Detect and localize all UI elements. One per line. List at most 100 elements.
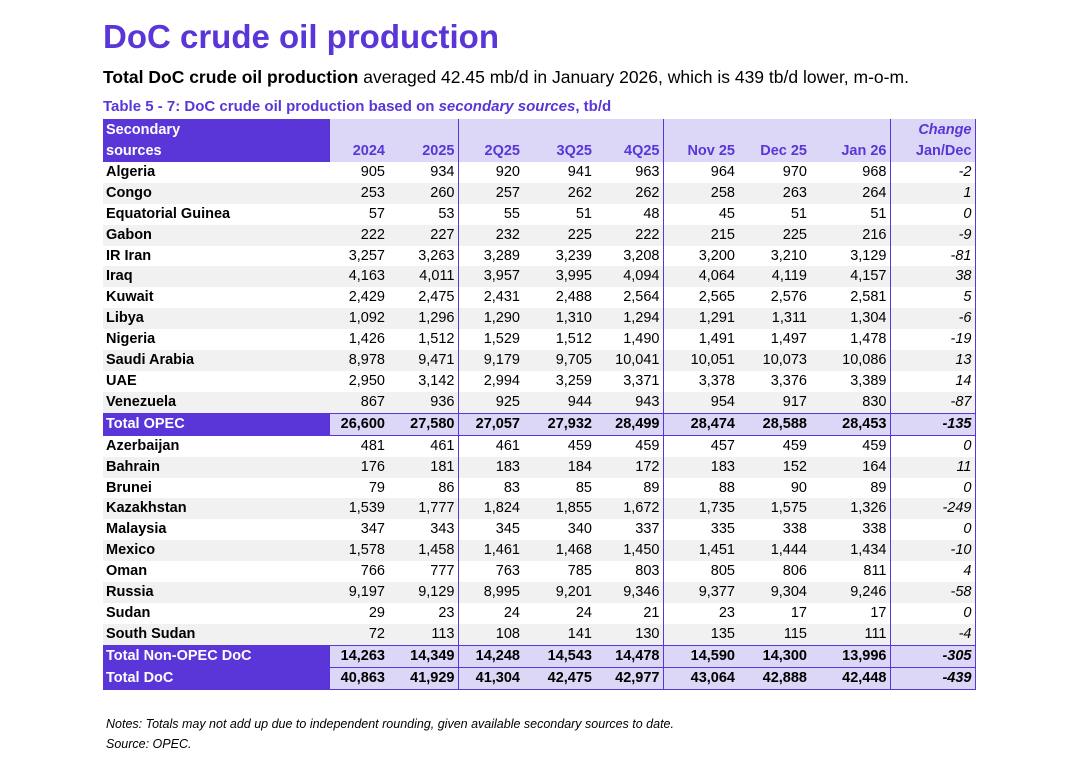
value-cell: 42,475 <box>523 666 595 690</box>
row-name: Algeria <box>106 163 156 180</box>
row-name: Kazakhstan <box>103 498 330 520</box>
value-cell: 258 <box>663 182 738 204</box>
value-cell: 13,996 <box>810 644 891 668</box>
value-cell: 343 <box>388 519 459 541</box>
value-cell: 227 <box>388 224 459 246</box>
value-cell: 1,512 <box>388 329 459 351</box>
value-cell: 184 <box>523 456 595 478</box>
value-cell: 806 <box>782 563 807 580</box>
value-cell: 1,092 <box>330 308 388 330</box>
value-cell: 4,094 <box>595 266 664 288</box>
value-cell: 805 <box>710 563 735 580</box>
value-cell: 172 <box>595 456 664 478</box>
value-cell: 9,179 <box>458 350 523 371</box>
value-cell: 941 <box>567 163 592 180</box>
value-cell: 917 <box>738 391 810 414</box>
table-row: Kazakhstan 1,539 1,777 1,824 1,855 1,672 1,735… <box>103 498 975 520</box>
column-header: 2025 <box>388 141 459 162</box>
column-header: Nov 25 <box>663 141 738 162</box>
value-cell: 763 <box>495 563 520 580</box>
value-cell: 263 <box>738 182 810 204</box>
value-cell: 3,378 <box>698 372 735 389</box>
value-cell: 9,197 <box>330 582 388 603</box>
value-cell: 24 <box>575 604 592 621</box>
value-cell: 1,735 <box>663 498 738 520</box>
table-row: IR Iran 3,257 3,263 3,289 3,239 3,208 3,200 3,2… <box>103 245 975 267</box>
change-cell: -87 <box>890 391 975 414</box>
table-row: Russia 9,197 9,129 8,995 9,201 9,346 9,377 9,30… <box>103 582 975 603</box>
value-cell: 337 <box>595 519 664 541</box>
row-name: South Sudan <box>103 623 330 646</box>
value-cell: 86 <box>388 477 459 499</box>
value-cell: 89 <box>595 477 664 499</box>
value-cell: 9,471 <box>388 350 459 371</box>
value-cell: 8,978 <box>330 350 388 371</box>
value-cell: 964 <box>710 163 735 180</box>
table-caption: Table 5 - 7: DoC crude oil production ba… <box>103 98 611 115</box>
change-cell: -2 <box>958 163 972 180</box>
change-cell: -135 <box>890 412 975 436</box>
value-cell: 4,011 <box>388 266 459 288</box>
table-row: Iraq 4,163 4,011 3,957 3,995 4,094 4,064 4,119 4… <box>103 266 975 288</box>
value-cell: 28,474 <box>663 412 738 436</box>
value-cell: 41,304 <box>458 666 523 690</box>
value-cell: 176 <box>330 456 388 478</box>
value-cell: 41,929 <box>388 666 459 690</box>
value-cell: 42,888 <box>738 666 810 690</box>
header-name-line2: sources <box>103 141 330 162</box>
value-cell: 2,564 <box>595 287 664 309</box>
value-cell: 9,346 <box>595 582 664 603</box>
row-name: Total Non-OPEC DoC <box>103 644 330 668</box>
table-row: Mexico 1,578 1,458 1,461 1,468 1,450 1,451 1,44… <box>103 540 975 562</box>
value-cell: 72 <box>330 623 388 646</box>
value-cell: 1,777 <box>388 498 459 520</box>
value-cell: 26,600 <box>330 412 388 436</box>
value-cell: 1,434 <box>810 540 891 562</box>
production-table: Secondary Change sources 2024 2025 2Q25 3Q2… <box>103 119 976 690</box>
value-cell: 1,294 <box>595 308 664 330</box>
value-cell: 4,119 <box>738 266 810 288</box>
value-cell: 944 <box>523 391 595 414</box>
value-cell: 48 <box>595 203 664 225</box>
header-name-line1: Secondary <box>103 119 330 141</box>
change-cell: -58 <box>890 582 975 603</box>
value-cell: 83 <box>503 479 520 496</box>
value-cell: 14,349 <box>388 644 459 668</box>
column-header: Jan/Dec <box>890 141 975 162</box>
value-cell: 57 <box>368 205 385 222</box>
value-cell: 51 <box>575 205 592 222</box>
total-row: Total Non-OPEC DoC 14,263 14,349 14,248 14,5… <box>103 644 975 668</box>
value-cell: 135 <box>663 623 738 646</box>
value-cell: 3,389 <box>810 370 891 392</box>
value-cell: 3,263 <box>388 245 459 267</box>
value-cell: 2,994 <box>483 372 520 389</box>
value-cell: 459 <box>782 437 807 454</box>
value-cell: 2,581 <box>810 287 891 309</box>
table-row: Venezuela 867 936 925 944 943 954 917 830 -87 <box>103 391 975 414</box>
value-cell: 1,855 <box>523 498 595 520</box>
value-cell: 141 <box>523 623 595 646</box>
column-header: Dec 25 <box>738 141 810 162</box>
change-cell: -10 <box>890 540 975 562</box>
value-cell: 89 <box>810 477 891 499</box>
value-cell: 936 <box>388 391 459 414</box>
row-name: Russia <box>103 582 330 603</box>
value-cell: 340 <box>567 521 592 538</box>
total-row: Total DoC 40,863 41,929 41,304 42,475 42,977 4… <box>103 666 975 690</box>
value-cell: 23 <box>388 602 459 624</box>
value-cell: 1,426 <box>348 331 385 348</box>
source: Source: OPEC. <box>106 737 192 751</box>
row-name: Total OPEC <box>103 412 330 436</box>
value-cell: 1,490 <box>595 329 664 351</box>
value-cell: 1,450 <box>595 540 664 562</box>
value-cell: 1,491 <box>698 331 735 348</box>
value-cell: 262 <box>523 182 595 204</box>
value-cell: 17 <box>810 602 891 624</box>
value-cell: 10,073 <box>738 350 810 371</box>
value-cell: 2,950 <box>348 372 385 389</box>
caption-italic: secondary sources <box>438 98 576 115</box>
row-name: Brunei <box>106 479 152 496</box>
value-cell: 55 <box>503 205 520 222</box>
row-name: Iraq <box>103 266 330 288</box>
value-cell: 481 <box>360 437 385 454</box>
